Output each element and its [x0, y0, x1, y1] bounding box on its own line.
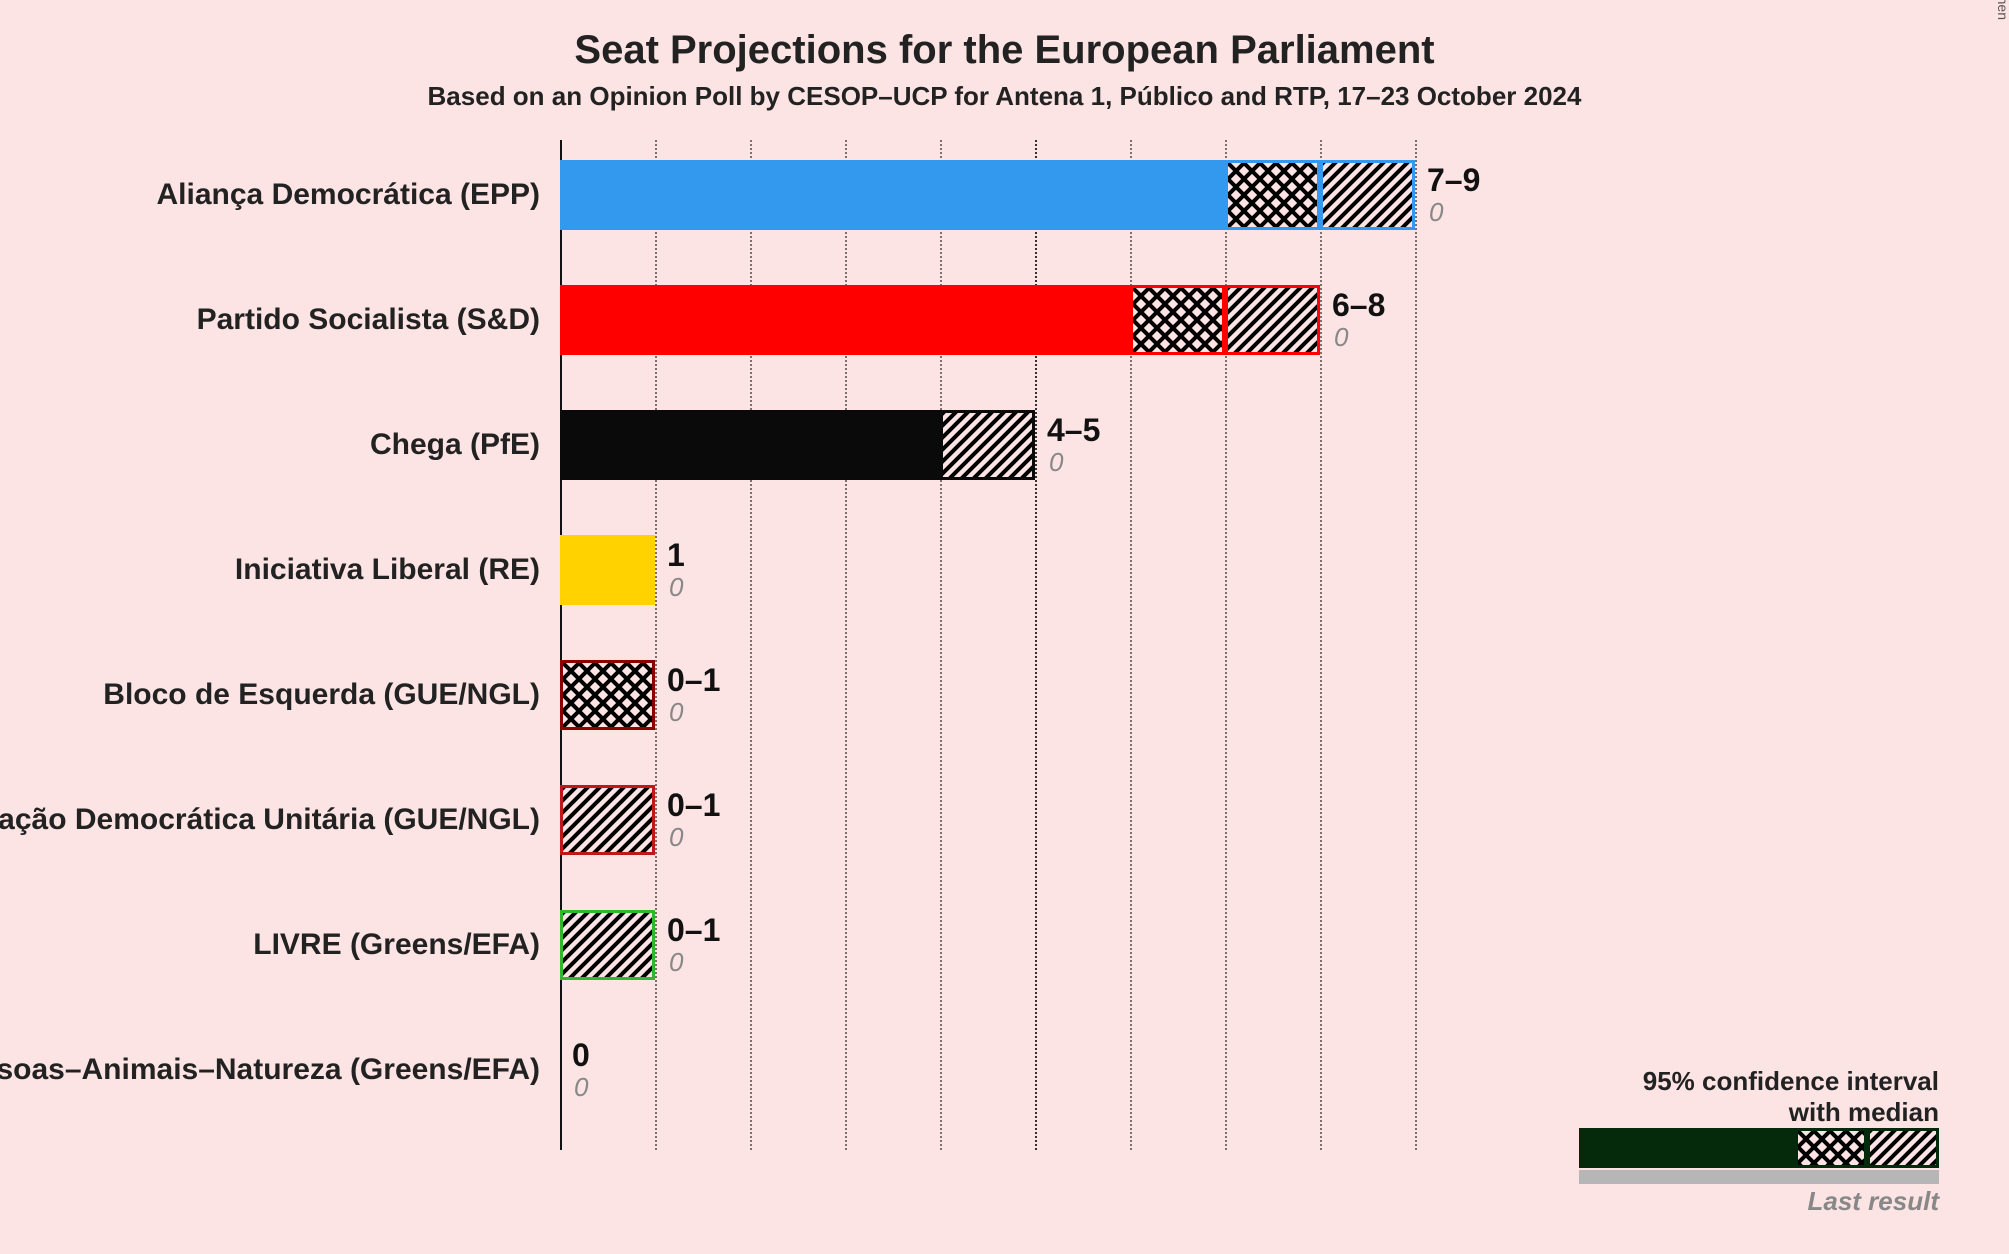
legend-bar [1579, 1128, 1939, 1168]
previous-value-label: 0 [1429, 197, 1443, 228]
previous-value-label: 0 [669, 822, 683, 853]
party-label: Pessoas–Animais–Natureza (Greens/EFA) [0, 1053, 540, 1087]
party-label: Coligação Democrática Unitária (GUE/NGL) [0, 803, 540, 837]
legend-prev-bar: Last result [1579, 1170, 1939, 1184]
bar-segment [1320, 160, 1415, 230]
bar-segment [560, 660, 655, 730]
party-row: Partido Socialista (S&D)6–80 [560, 285, 1320, 355]
grid-line [1320, 140, 1322, 1150]
bar-segment [560, 535, 655, 605]
legend-bar-segment [1795, 1128, 1867, 1168]
value-label: 7–9 [1427, 162, 1480, 199]
party-label: Bloco de Esquerda (GUE/NGL) [103, 678, 540, 712]
bar-segment [1130, 285, 1225, 355]
previous-value-label: 0 [669, 697, 683, 728]
legend-bar-segment [1579, 1128, 1795, 1168]
bar-segment [560, 285, 1130, 355]
value-label: 0–1 [667, 662, 720, 699]
bar-segment [560, 160, 1225, 230]
party-label: Chega (PfE) [370, 428, 540, 462]
bar-segment [1225, 285, 1320, 355]
copyright-text: © 2024 Filip van Laenen [1995, 0, 2009, 20]
previous-value-label: 0 [1049, 447, 1063, 478]
party-row: Chega (PfE)4–50 [560, 410, 1035, 480]
party-row: LIVRE (Greens/EFA)0–10 [560, 910, 655, 980]
seat-projection-chart: Aliança Democrática (EPP)7–90 Partido Soc… [560, 140, 1860, 1190]
party-label: Iniciativa Liberal (RE) [235, 553, 540, 587]
bar-segment [940, 410, 1035, 480]
legend-line-1: 95% confidence interval [1579, 1066, 1939, 1097]
legend-bar-segment [1867, 1128, 1939, 1168]
previous-value-label: 0 [669, 572, 683, 603]
value-label: 6–8 [1332, 287, 1385, 324]
party-label: LIVRE (Greens/EFA) [253, 928, 540, 962]
party-label: Aliança Democrática (EPP) [157, 178, 540, 212]
previous-value-label: 0 [669, 947, 683, 978]
party-row: Aliança Democrática (EPP)7–90 [560, 160, 1415, 230]
party-row: Coligação Democrática Unitária (GUE/NGL)… [560, 785, 655, 855]
party-row: Iniciativa Liberal (RE)10 [560, 535, 655, 605]
chart-subtitle: Based on an Opinion Poll by CESOP–UCP fo… [0, 81, 2009, 112]
bar-segment [560, 410, 940, 480]
value-label: 4–5 [1047, 412, 1100, 449]
chart-title: Seat Projections for the European Parlia… [0, 0, 2009, 73]
value-label: 0–1 [667, 787, 720, 824]
previous-value-label: 0 [1334, 322, 1348, 353]
previous-value-label: 0 [574, 1072, 588, 1103]
value-label: 0 [572, 1037, 590, 1074]
chart-legend: 95% confidence interval with median Last… [1579, 1066, 1939, 1184]
bar-segment [1225, 160, 1320, 230]
legend-line-2: with median [1579, 1097, 1939, 1128]
value-label: 0–1 [667, 912, 720, 949]
party-label: Partido Socialista (S&D) [197, 303, 540, 337]
bar-segment [560, 785, 655, 855]
grid-line [1415, 140, 1417, 1150]
party-row: Bloco de Esquerda (GUE/NGL)0–10 [560, 660, 655, 730]
value-label: 1 [667, 537, 685, 574]
bar-segment [560, 910, 655, 980]
legend-prev-label: Last result [1808, 1186, 1940, 1217]
